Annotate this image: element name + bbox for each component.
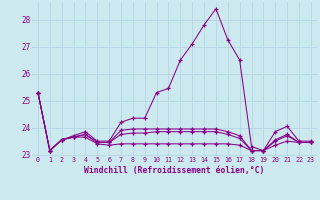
X-axis label: Windchill (Refroidissement éolien,°C): Windchill (Refroidissement éolien,°C) <box>84 166 265 175</box>
